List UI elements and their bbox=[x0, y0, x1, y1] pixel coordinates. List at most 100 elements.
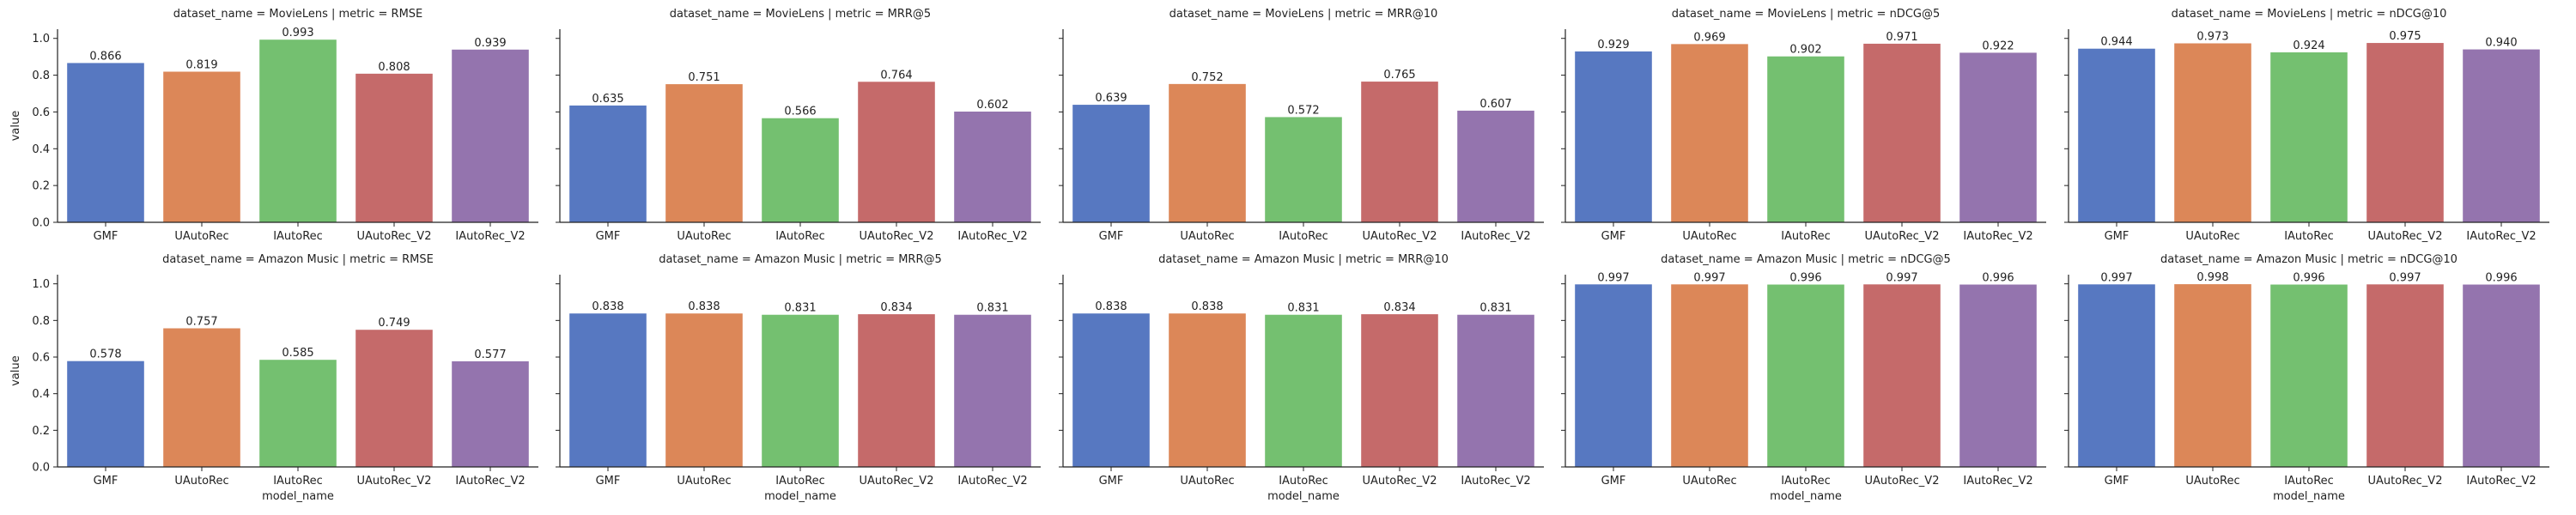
x-tick-label: UAutoRec_V2 bbox=[357, 475, 432, 488]
data-label: 0.922 bbox=[1982, 39, 2014, 52]
facet-panel: dataset_name = MovieLens | metric = nDCG… bbox=[1561, 8, 2046, 243]
bar bbox=[355, 330, 433, 467]
bar bbox=[2366, 284, 2444, 467]
x-tick-label: IAutoRec bbox=[775, 475, 825, 488]
data-label: 0.997 bbox=[1597, 271, 1629, 284]
data-label: 0.997 bbox=[1693, 271, 1725, 284]
x-tick-label: UAutoRec_V2 bbox=[2368, 230, 2443, 243]
x-tick-label: IAutoRec bbox=[775, 230, 825, 243]
data-label: 0.838 bbox=[592, 300, 623, 313]
x-tick-label: GMF bbox=[1099, 230, 1124, 243]
x-tick-label: UAutoRec_V2 bbox=[357, 230, 432, 243]
data-label: 0.566 bbox=[784, 106, 816, 118]
x-tick-label: IAutoRec bbox=[2284, 475, 2334, 488]
y-axis-label: value bbox=[9, 355, 22, 386]
x-tick-label: GMF bbox=[1601, 230, 1626, 243]
bar bbox=[1265, 314, 1342, 467]
facet-panel: dataset_name = Amazon Music | metric = M… bbox=[556, 253, 1041, 503]
x-tick-label: IAutoRec bbox=[2284, 230, 2334, 243]
data-label: 0.578 bbox=[89, 348, 121, 361]
facet-title: dataset_name = Amazon Music | metric = M… bbox=[1158, 253, 1449, 266]
data-label: 0.831 bbox=[1479, 302, 1511, 315]
x-axis-label: model_name bbox=[1267, 490, 1340, 503]
x-axis-label: model_name bbox=[2273, 490, 2345, 503]
y-tick-label: 1.0 bbox=[32, 278, 50, 291]
bar bbox=[1361, 82, 1438, 222]
x-tick-label: UAutoRec bbox=[174, 230, 228, 243]
data-label: 0.971 bbox=[1886, 31, 1917, 44]
bar bbox=[259, 39, 337, 222]
data-label: 0.944 bbox=[2100, 36, 2132, 49]
x-axis-label: model_name bbox=[262, 490, 334, 503]
y-tick-label: 0.8 bbox=[32, 315, 50, 328]
y-tick-label: 0.4 bbox=[32, 143, 50, 156]
bar bbox=[163, 71, 240, 222]
data-label: 0.996 bbox=[2293, 272, 2324, 285]
x-tick-label: IAutoRec bbox=[1279, 230, 1328, 243]
x-tick-label: IAutoRec_V2 bbox=[1461, 230, 1530, 243]
x-tick-label: UAutoRec bbox=[174, 475, 228, 488]
data-label: 0.752 bbox=[1191, 71, 1223, 84]
data-label: 0.639 bbox=[1095, 92, 1127, 105]
data-label: 0.585 bbox=[282, 347, 313, 360]
data-label: 0.940 bbox=[2485, 37, 2517, 50]
y-tick-label: 0.0 bbox=[32, 462, 50, 475]
y-axis-label: value bbox=[9, 111, 22, 142]
x-tick-label: GMF bbox=[94, 475, 118, 488]
y-tick-label: 0.6 bbox=[32, 352, 50, 365]
bar bbox=[1767, 284, 1844, 467]
bar bbox=[858, 82, 935, 223]
bar bbox=[2463, 284, 2540, 467]
facet-panel: dataset_name = MovieLens | metric = MRR@… bbox=[556, 8, 1041, 243]
bar bbox=[954, 314, 1031, 467]
x-tick-label: IAutoRec_V2 bbox=[1963, 230, 2032, 243]
x-tick-label: UAutoRec bbox=[677, 475, 731, 488]
facet-title: dataset_name = MovieLens | metric = MRR@… bbox=[1170, 8, 1438, 21]
data-label: 0.997 bbox=[1886, 271, 1917, 284]
data-label: 0.577 bbox=[474, 348, 506, 361]
bar bbox=[858, 314, 935, 467]
data-label: 0.831 bbox=[1287, 302, 1319, 315]
y-tick-label: 0.4 bbox=[32, 388, 50, 401]
bar bbox=[259, 360, 337, 467]
x-tick-label: GMF bbox=[2105, 230, 2129, 243]
data-label: 0.765 bbox=[1383, 69, 1415, 82]
bar bbox=[355, 73, 433, 222]
data-label: 0.969 bbox=[1693, 31, 1725, 44]
facet-title: dataset_name = MovieLens | metric = nDCG… bbox=[2172, 8, 2447, 21]
bar bbox=[2174, 43, 2251, 222]
bar bbox=[67, 63, 144, 222]
bar bbox=[2270, 52, 2348, 222]
data-label: 0.757 bbox=[185, 316, 217, 329]
data-label: 0.939 bbox=[474, 37, 506, 50]
facet-panel: dataset_name = Amazon Music | metric = n… bbox=[2064, 253, 2549, 503]
bar bbox=[1863, 43, 1941, 222]
bar bbox=[569, 313, 647, 467]
data-label: 0.924 bbox=[2293, 39, 2324, 52]
x-tick-label: IAutoRec_V2 bbox=[455, 230, 525, 243]
bar bbox=[2174, 284, 2251, 467]
data-label: 0.996 bbox=[2485, 272, 2517, 285]
facet-panel: dataset_name = Amazon Music | metric = M… bbox=[1059, 253, 1544, 503]
data-label: 0.838 bbox=[1191, 300, 1223, 313]
data-label: 0.997 bbox=[2389, 271, 2421, 284]
bar bbox=[2078, 284, 2155, 467]
data-label: 0.819 bbox=[185, 59, 217, 72]
x-tick-label: GMF bbox=[596, 230, 621, 243]
bar bbox=[452, 360, 529, 467]
x-tick-label: IAutoRec_V2 bbox=[455, 475, 525, 488]
y-tick-label: 0.2 bbox=[32, 180, 50, 193]
facet-title: dataset_name = Amazon Music | metric = M… bbox=[659, 253, 942, 266]
data-label: 0.607 bbox=[1479, 98, 1511, 111]
y-tick-label: 0.0 bbox=[32, 217, 50, 230]
x-tick-label: UAutoRec_V2 bbox=[860, 230, 934, 243]
bar bbox=[1361, 314, 1438, 467]
x-tick-label: IAutoRec bbox=[1279, 475, 1328, 488]
facet-title: dataset_name = MovieLens | metric = RMSE bbox=[173, 8, 423, 21]
bar bbox=[1457, 110, 1534, 222]
facet-title: dataset_name = Amazon Music | metric = n… bbox=[1661, 253, 1951, 266]
x-tick-label: UAutoRec bbox=[2185, 230, 2239, 243]
facet-panel: dataset_name = Amazon Music | metric = R… bbox=[9, 253, 538, 503]
x-tick-label: UAutoRec_V2 bbox=[860, 475, 934, 488]
x-tick-label: UAutoRec_V2 bbox=[1363, 475, 1437, 488]
